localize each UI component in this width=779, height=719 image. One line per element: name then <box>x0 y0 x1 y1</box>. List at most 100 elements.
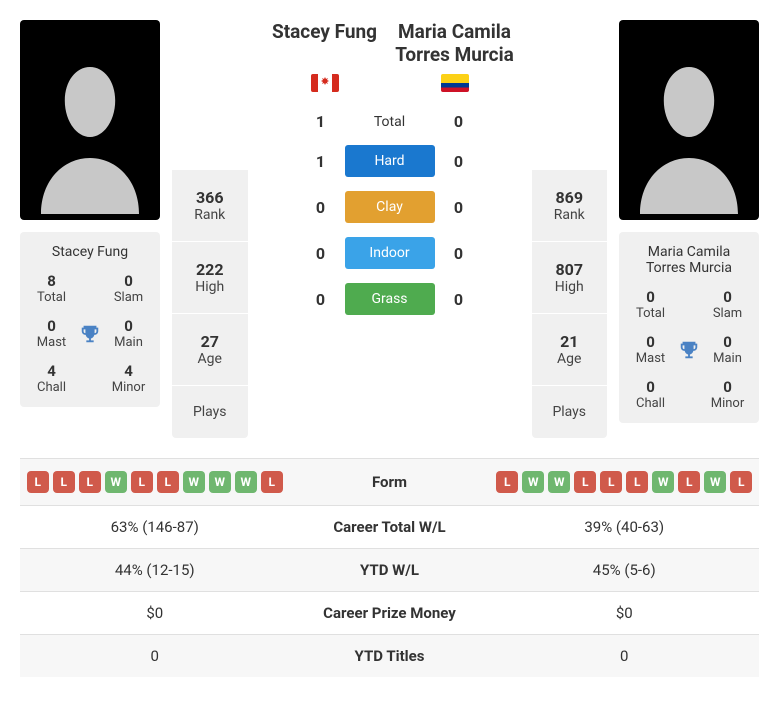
stats-p1-val: 0 <box>20 647 290 665</box>
form-badge: L <box>53 471 75 493</box>
form-badge: L <box>261 471 283 493</box>
p1-main: 0Main <box>105 317 152 350</box>
player1-column: Stacey Fung 8Total 0Slam 0Mast 0Main 4Ch… <box>20 20 160 438</box>
stats-label: YTD Titles <box>290 647 490 665</box>
stats-label: YTD W/L <box>290 561 490 579</box>
form-badge: L <box>157 471 179 493</box>
stats-p2-val: 45% (5-6) <box>490 561 760 579</box>
p2-high: 807High <box>532 242 608 314</box>
h2h-p2-val: 0 <box>449 244 469 263</box>
p1-plays: Plays <box>172 386 248 438</box>
player1-card-name: Stacey Fung <box>28 244 152 260</box>
h2h-p2-val: 0 <box>449 112 469 131</box>
stats-row: 63% (146-87)Career Total W/L39% (40-63) <box>20 505 759 548</box>
p2-rank: 869Rank <box>532 170 608 242</box>
silhouette-icon <box>20 40 160 220</box>
form-badge: L <box>600 471 622 493</box>
stats-p2-val: 0 <box>490 647 760 665</box>
h2h-p1-val: 0 <box>311 198 331 217</box>
p2-slam: 0Slam <box>704 288 751 321</box>
stats-row: LLLWLLWWWLFormLWWLLLWLWL <box>20 458 759 505</box>
h2h-p1-val: 0 <box>311 290 331 309</box>
stats-p2-val: 39% (40-63) <box>490 518 760 536</box>
h2h-label: Grass <box>345 283 435 315</box>
p2-total: 0Total <box>627 288 674 321</box>
h2h-row-grass: 0 Grass 0 <box>260 283 520 315</box>
p2-stats-column: 869Rank 807High 21Age Plays <box>532 20 608 438</box>
h2h-label: Total <box>345 114 435 130</box>
form-badge: W <box>522 471 544 493</box>
p2-chall: 0Chall <box>627 378 674 411</box>
silhouette-icon <box>619 40 759 220</box>
p1-total: 8Total <box>28 272 75 305</box>
p2-name-top: Maria Camila Torres Murcia <box>390 20 520 66</box>
form-badge: W <box>183 471 205 493</box>
player2-photo <box>619 20 759 220</box>
h2h-p1-val: 1 <box>311 112 331 131</box>
stats-row: 0YTD Titles0 <box>20 634 759 677</box>
h2h-row-indoor: 0 Indoor 0 <box>260 237 520 269</box>
form-badge: W <box>704 471 726 493</box>
h2h-p2-val: 0 <box>449 152 469 171</box>
form-badge: W <box>105 471 127 493</box>
h2h-row-clay: 0 Clay 0 <box>260 191 520 223</box>
form-badge: L <box>678 471 700 493</box>
form-badge: L <box>79 471 101 493</box>
h2h-label: Hard <box>345 145 435 177</box>
form-badge: L <box>626 471 648 493</box>
form-badge: L <box>27 471 49 493</box>
h2h-row-total: 1 Total 0 <box>260 112 520 131</box>
stats-p1-val: 44% (12-15) <box>20 561 290 579</box>
h2h-p1-val: 1 <box>311 152 331 171</box>
player2-card: Maria Camila Torres Murcia 0Total 0Slam … <box>619 232 759 423</box>
player2-card-name: Maria Camila Torres Murcia <box>627 244 751 276</box>
trophy-icon <box>678 339 700 361</box>
p1-minor: 4Minor <box>105 362 152 395</box>
p1-form: LLLWLLWWWL <box>20 471 290 493</box>
form-badge: L <box>131 471 153 493</box>
stats-row: $0Career Prize Money$0 <box>20 591 759 634</box>
p2-age: 21Age <box>532 314 608 386</box>
p2-form: LWWLLLWLWL <box>490 471 760 493</box>
p1-mast: 0Mast <box>28 317 75 350</box>
player1-card: Stacey Fung 8Total 0Slam 0Mast 0Main 4Ch… <box>20 232 160 407</box>
h2h-label: Indoor <box>345 237 435 269</box>
p1-rank: 366Rank <box>172 170 248 242</box>
p2-mast: 0Mast <box>627 333 674 366</box>
player2-column: Maria Camila Torres Murcia 0Total 0Slam … <box>619 20 759 438</box>
h2h-row-hard: 1 Hard 0 <box>260 145 520 177</box>
stats-table: LLLWLLWWWLFormLWWLLLWLWL63% (146-87)Care… <box>20 458 759 677</box>
form-badge: W <box>235 471 257 493</box>
stats-p1-val: 63% (146-87) <box>20 518 290 536</box>
stats-row: 44% (12-15)YTD W/L45% (5-6) <box>20 548 759 591</box>
colombia-flag-icon <box>441 74 469 92</box>
form-badge: W <box>209 471 231 493</box>
stats-label: Career Prize Money <box>290 604 490 622</box>
form-badge: L <box>574 471 596 493</box>
p1-age: 27Age <box>172 314 248 386</box>
p1-stats-column: 366Rank 222High 27Age Plays <box>172 20 248 438</box>
h2h-label: Clay <box>345 191 435 223</box>
player1-photo <box>20 20 160 220</box>
form-badge: L <box>730 471 752 493</box>
stats-p1-val: $0 <box>20 604 290 622</box>
h2h-p1-val: 0 <box>311 244 331 263</box>
trophy-icon <box>79 323 101 345</box>
p2-plays: Plays <box>532 386 608 438</box>
stats-label: Career Total W/L <box>290 518 490 536</box>
p1-high: 222High <box>172 242 248 314</box>
h2h-p2-val: 0 <box>449 198 469 217</box>
form-badge: W <box>548 471 570 493</box>
form-badge: L <box>496 471 518 493</box>
stats-p2-val: $0 <box>490 604 760 622</box>
stats-label: Form <box>290 473 490 491</box>
p1-slam: 0Slam <box>105 272 152 305</box>
p2-minor: 0Minor <box>704 378 751 411</box>
form-badge: W <box>652 471 674 493</box>
h2h-p2-val: 0 <box>449 290 469 309</box>
p1-chall: 4Chall <box>28 362 75 395</box>
p1-name-top: Stacey Fung <box>260 20 390 66</box>
h2h-column: Stacey Fung Maria Camila Torres Murcia 1… <box>260 20 520 438</box>
p2-main: 0Main <box>704 333 751 366</box>
canada-flag-icon <box>311 74 339 92</box>
